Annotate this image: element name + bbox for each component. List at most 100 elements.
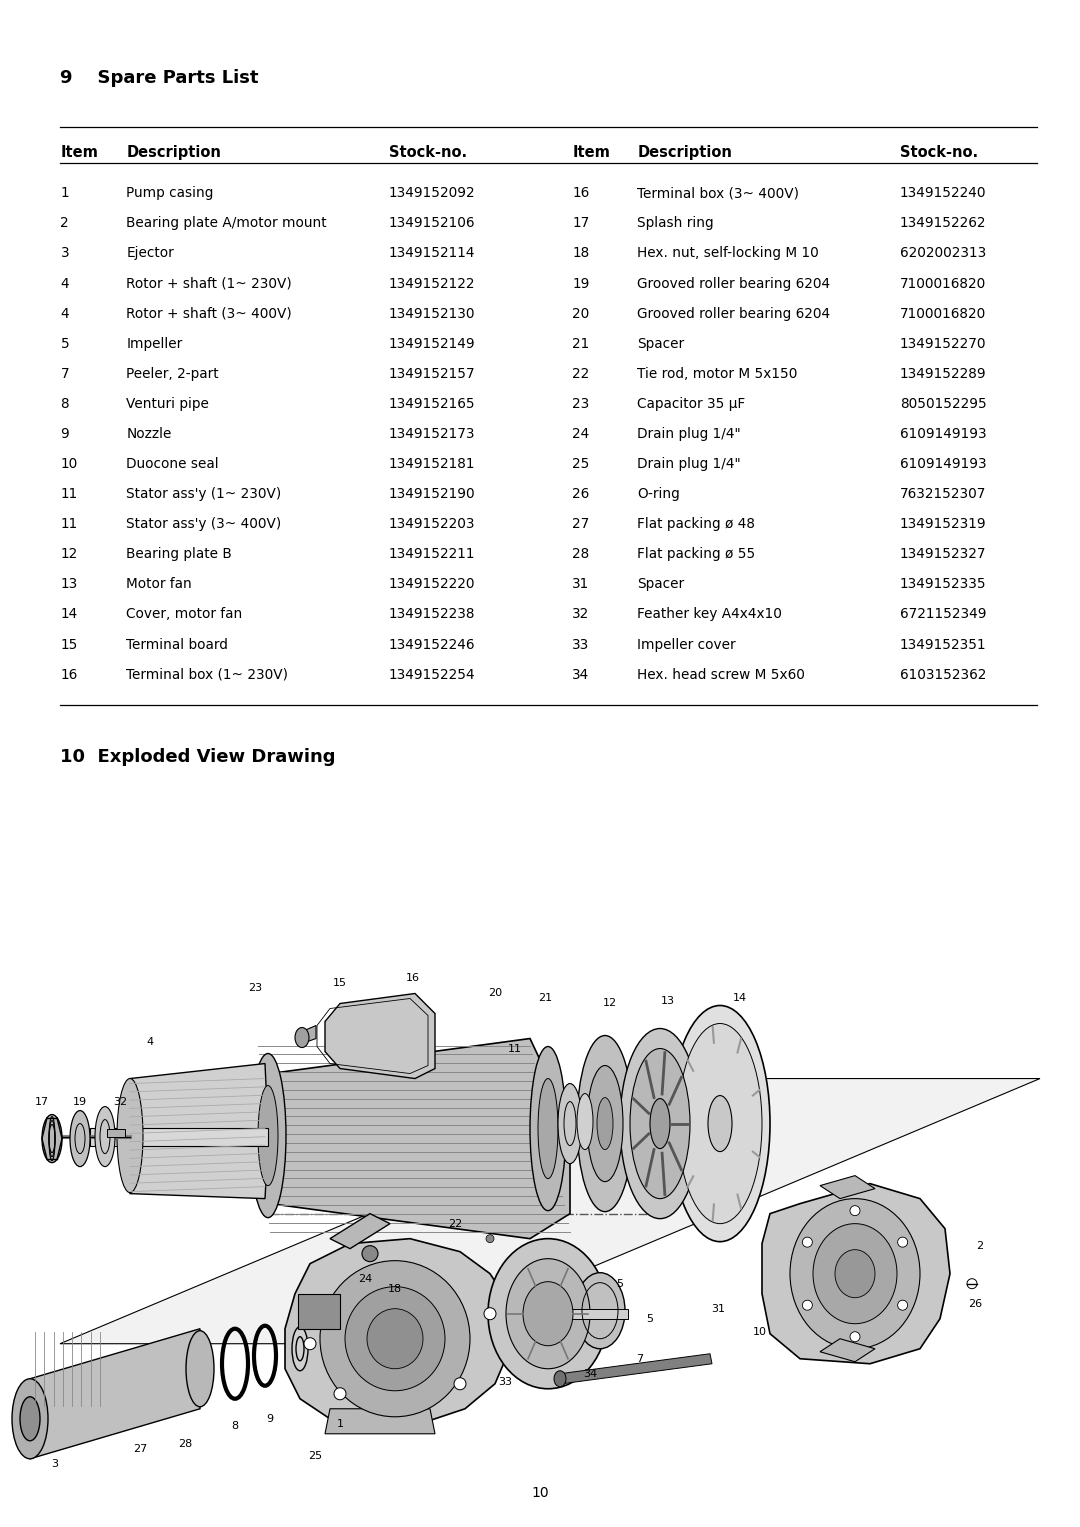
Text: 3: 3: [60, 246, 69, 261]
Text: 19: 19: [572, 276, 590, 290]
Text: 18: 18: [388, 1284, 402, 1293]
Text: 1349152254: 1349152254: [389, 667, 475, 681]
Text: 28: 28: [178, 1438, 192, 1449]
Text: 19: 19: [73, 1096, 87, 1107]
Text: Terminal box (3~ 400V): Terminal box (3~ 400V): [637, 186, 799, 200]
Text: 1349152240: 1349152240: [900, 186, 986, 200]
Text: 1349152114: 1349152114: [389, 246, 475, 261]
Polygon shape: [561, 1354, 712, 1383]
Ellipse shape: [12, 1379, 48, 1458]
Text: 8: 8: [231, 1420, 239, 1431]
Text: 7: 7: [60, 366, 69, 380]
Text: 34: 34: [572, 667, 590, 681]
Ellipse shape: [789, 1199, 920, 1348]
Text: Spacer: Spacer: [637, 577, 685, 591]
Text: Grooved roller bearing 6204: Grooved roller bearing 6204: [637, 307, 831, 321]
Ellipse shape: [967, 1278, 977, 1289]
Ellipse shape: [95, 1107, 114, 1167]
Text: 14: 14: [733, 994, 747, 1003]
Ellipse shape: [835, 1249, 875, 1298]
Text: 11: 11: [60, 518, 78, 531]
Text: 1349152106: 1349152106: [389, 217, 475, 231]
Polygon shape: [255, 1038, 570, 1238]
Text: Stator ass'y (3~ 400V): Stator ass'y (3~ 400V): [126, 518, 282, 531]
Ellipse shape: [488, 1238, 608, 1388]
Text: Feather key A4x4x10: Feather key A4x4x10: [637, 608, 782, 621]
Text: 7100016820: 7100016820: [900, 307, 986, 321]
Text: 32: 32: [113, 1096, 127, 1107]
Text: 6109149193: 6109149193: [900, 428, 986, 441]
Ellipse shape: [813, 1223, 897, 1324]
Text: Stator ass'y (1~ 230V): Stator ass'y (1~ 230V): [126, 487, 282, 501]
Ellipse shape: [802, 1237, 812, 1248]
Text: 18: 18: [572, 246, 590, 261]
Text: 1349152203: 1349152203: [389, 518, 475, 531]
Text: Venturi pipe: Venturi pipe: [126, 397, 210, 411]
Ellipse shape: [345, 1287, 445, 1391]
Text: 16: 16: [406, 974, 420, 983]
Ellipse shape: [670, 1005, 770, 1241]
Text: 20: 20: [488, 988, 502, 999]
Text: 1349152173: 1349152173: [389, 428, 475, 441]
Text: 7: 7: [636, 1354, 644, 1364]
Ellipse shape: [558, 1084, 582, 1164]
Polygon shape: [60, 1078, 1040, 1344]
Ellipse shape: [186, 1330, 214, 1406]
Text: 5: 5: [647, 1313, 653, 1324]
Text: 24: 24: [357, 1274, 373, 1284]
Text: Drain plug 1/4": Drain plug 1/4": [637, 457, 741, 470]
Text: 15: 15: [333, 979, 347, 988]
Text: 13: 13: [661, 997, 675, 1006]
Polygon shape: [325, 1409, 435, 1434]
Ellipse shape: [678, 1023, 762, 1223]
Text: 31: 31: [572, 577, 590, 591]
Text: 11: 11: [60, 487, 78, 501]
Text: 7632152307: 7632152307: [900, 487, 986, 501]
Text: 1349152157: 1349152157: [389, 366, 475, 380]
Text: 1349152220: 1349152220: [389, 577, 475, 591]
Ellipse shape: [630, 1049, 690, 1199]
Text: 1349152165: 1349152165: [389, 397, 475, 411]
Text: Stock-no.: Stock-no.: [900, 145, 977, 160]
Ellipse shape: [507, 1258, 590, 1368]
Polygon shape: [90, 1127, 268, 1145]
Ellipse shape: [802, 1299, 812, 1310]
Text: 1349152238: 1349152238: [389, 608, 475, 621]
Ellipse shape: [620, 1029, 700, 1219]
Text: Hex. head screw M 5x60: Hex. head screw M 5x60: [637, 667, 805, 681]
Text: 5: 5: [617, 1278, 623, 1289]
Text: 25: 25: [308, 1451, 322, 1461]
Text: Bearing plate A/motor mount: Bearing plate A/motor mount: [126, 217, 327, 231]
Ellipse shape: [21, 1397, 40, 1441]
Text: 10: 10: [531, 1486, 549, 1500]
Ellipse shape: [334, 1388, 346, 1400]
Text: 14: 14: [60, 608, 78, 621]
Text: 16: 16: [572, 186, 590, 200]
Text: 25: 25: [572, 457, 590, 470]
Text: 27: 27: [133, 1445, 147, 1454]
Polygon shape: [30, 1328, 200, 1458]
Text: Motor fan: Motor fan: [126, 577, 192, 591]
Text: 1349152122: 1349152122: [389, 276, 475, 290]
Text: 20: 20: [572, 307, 590, 321]
Text: O-ring: O-ring: [637, 487, 680, 501]
Text: 26: 26: [968, 1298, 982, 1309]
Ellipse shape: [897, 1299, 907, 1310]
Text: 8: 8: [60, 397, 69, 411]
Text: 1349152270: 1349152270: [900, 337, 986, 351]
Text: Capacitor 35 μF: Capacitor 35 μF: [637, 397, 745, 411]
Text: 1349152327: 1349152327: [900, 547, 986, 562]
Polygon shape: [820, 1339, 875, 1362]
Polygon shape: [118, 1063, 268, 1199]
Text: 10  Exploded View Drawing: 10 Exploded View Drawing: [60, 748, 336, 767]
Text: Terminal box (1~ 230V): Terminal box (1~ 230V): [126, 667, 288, 681]
Text: 23: 23: [248, 983, 262, 994]
Text: 24: 24: [572, 428, 590, 441]
Text: 12: 12: [603, 999, 617, 1008]
Text: Rotor + shaft (3~ 400V): Rotor + shaft (3~ 400V): [126, 307, 292, 321]
Text: Item: Item: [60, 145, 98, 160]
Text: 1349152335: 1349152335: [900, 577, 986, 591]
Ellipse shape: [530, 1046, 566, 1211]
Text: Nozzle: Nozzle: [126, 428, 172, 441]
Text: 10: 10: [753, 1327, 767, 1336]
